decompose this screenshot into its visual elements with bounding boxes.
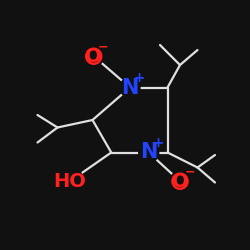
Text: N: N [121, 78, 139, 98]
Circle shape [139, 142, 159, 163]
Text: HO: HO [54, 172, 86, 191]
Text: O: O [172, 172, 188, 191]
Circle shape [170, 171, 190, 191]
Text: O: O [86, 47, 102, 66]
Text: −: − [98, 40, 108, 53]
Circle shape [84, 46, 104, 66]
Circle shape [56, 168, 84, 195]
Circle shape [120, 78, 140, 98]
Text: +: + [152, 136, 164, 150]
Text: N: N [140, 142, 158, 163]
Text: −: − [184, 165, 195, 178]
Text: +: + [134, 71, 145, 85]
